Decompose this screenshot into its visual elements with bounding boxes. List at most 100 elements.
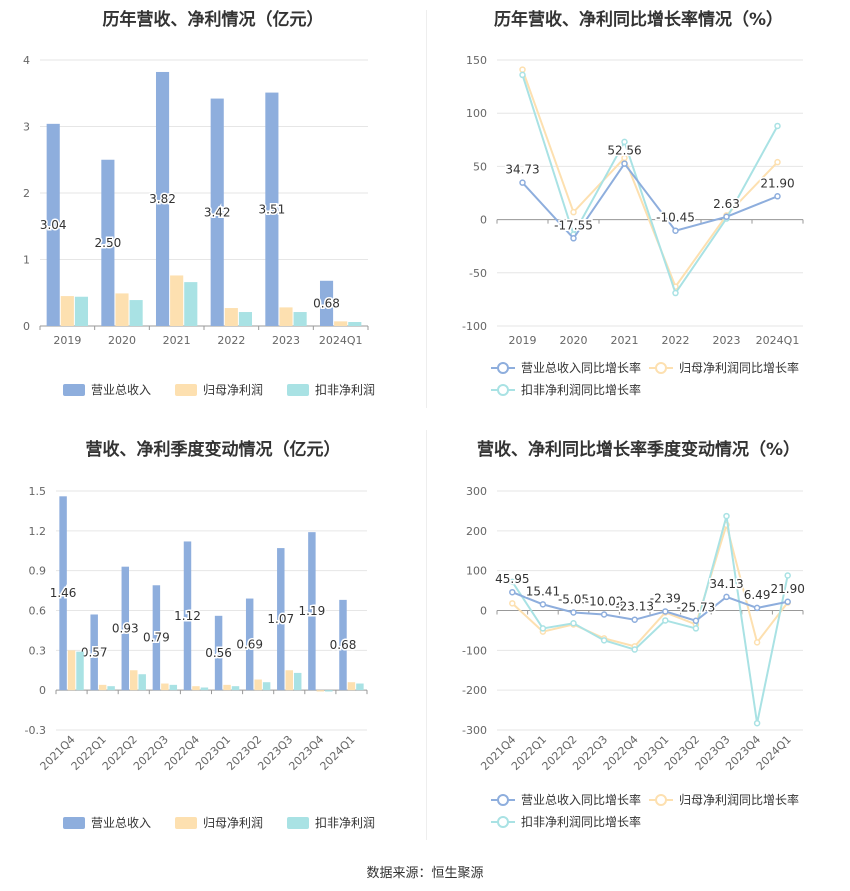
data-label: 0.57 (81, 645, 108, 659)
legend-swatch (63, 384, 85, 396)
y-tick-label: -300 (462, 724, 487, 737)
bar-归母净利润 (279, 307, 293, 326)
data-point (509, 588, 516, 596)
legend-swatch (175, 817, 197, 829)
y-tick-label: 0.3 (29, 644, 47, 657)
data-point (774, 193, 781, 200)
y-tick-label: 0.6 (29, 605, 47, 618)
bar-扣非净利润 (200, 687, 209, 691)
bar-营业总收入 (277, 548, 285, 691)
data-point (600, 637, 608, 644)
data-label: -25.73 (677, 601, 716, 615)
y-tick-label: -200 (462, 684, 487, 697)
data-label: 3.42 (204, 205, 231, 219)
y-tick-label: 1 (23, 254, 30, 267)
data-point (784, 572, 791, 579)
y-tick-label: 150 (466, 54, 487, 67)
y-tick-label: 4 (23, 54, 30, 67)
data-label: 34.13 (709, 577, 743, 591)
bar-营业总收入 (152, 585, 161, 691)
data-label: -10.45 (656, 211, 695, 225)
data-label: 1.46 (50, 586, 77, 600)
data-point (570, 619, 577, 627)
data-point (774, 158, 781, 166)
x-tick-label: 2019 (509, 334, 537, 347)
y-tick-label: 50 (473, 160, 487, 173)
data-point (784, 598, 791, 606)
data-point (692, 617, 700, 624)
bar-营业总收入 (155, 71, 170, 326)
data-label: 34.73 (505, 163, 539, 177)
legend-label: 归母净利润同比增长率 (679, 360, 799, 375)
data-point (621, 138, 628, 146)
x-tick-label: 2019 (53, 334, 81, 347)
data-label: 0.69 (236, 637, 263, 651)
bar-扣非净利润 (325, 690, 333, 692)
bar-归母净利润 (334, 321, 348, 326)
data-label: -23.13 (615, 600, 654, 614)
data-label: -2.39 (650, 591, 681, 605)
bar-归母净利润 (161, 683, 169, 691)
bar-扣非净利润 (76, 651, 84, 691)
chart-panel-quarterly-growth: 营收、净利同比增长率季度变动情况（%） -300 -200 -100 0 100 200 3… (427, 425, 850, 845)
chart-title: 历年营收、净利情况（亿元） (102, 10, 324, 30)
data-point (519, 66, 526, 73)
y-tick-label: -50 (469, 267, 487, 280)
y-tick-label: 0 (39, 684, 46, 697)
bar-扣非净利润 (231, 686, 240, 691)
bar-营业总收入 (308, 532, 316, 691)
series-line-营业总收入同比增长率 (521, 161, 778, 240)
divider (426, 10, 427, 408)
bar-归母净利润 (130, 670, 138, 691)
y-tick-label: 1.5 (29, 485, 47, 498)
bar-营业总收入 (339, 599, 347, 691)
data-point (672, 289, 679, 297)
y-tick-label: 100 (466, 565, 487, 578)
x-tick-label: 2021 (163, 334, 191, 347)
chart-title: 营收、净利季度变动情况（亿元） (85, 440, 341, 460)
legend-label: 扣非净利润 (315, 383, 375, 397)
x-tick-label: 2022 (217, 334, 245, 347)
bar-归母净利润 (192, 686, 200, 691)
bar-营业总收入 (183, 541, 192, 691)
legend-label: 营业总收入同比增长率 (521, 792, 641, 807)
y-tick-label: 0 (480, 605, 487, 618)
data-label: 21.90 (760, 176, 794, 190)
bar-归母净利润 (67, 650, 76, 691)
series-line-扣非净利润同比增长率 (511, 515, 789, 724)
legend-label: 归母净利润 (203, 383, 263, 397)
bar-营业总收入 (210, 98, 224, 326)
bar-扣非净利润 (238, 312, 253, 326)
data-point (753, 604, 761, 612)
data-point (621, 160, 628, 167)
y-tick-label: 2 (23, 187, 30, 200)
y-tick-label: 0.9 (29, 565, 47, 578)
series-line-归母净利润同比增长率 (521, 69, 779, 289)
bar-扣非净利润 (293, 312, 307, 326)
legend-label: 营业总收入 (91, 816, 151, 830)
legend-swatch (175, 384, 197, 396)
data-point (723, 512, 730, 520)
data-point (600, 611, 608, 618)
data-point (662, 608, 669, 615)
chart-title: 历年营收、净利同比增长率情况（%） (493, 10, 784, 30)
bar-营业总收入 (245, 598, 254, 691)
bar-营业总收入 (265, 92, 279, 327)
data-label: 1.07 (267, 612, 294, 626)
bar-营业总收入 (121, 566, 130, 691)
data-point (519, 71, 526, 79)
bar-营业总收入 (214, 615, 223, 691)
bar-营业总收入 (90, 614, 98, 691)
bar-营业总收入 (59, 496, 67, 691)
bar-扣非净利润 (74, 296, 89, 326)
y-tick-label: 300 (466, 485, 487, 498)
data-label: -17.55 (554, 218, 593, 232)
bar-归母净利润 (115, 293, 129, 326)
x-tick-label: 2024Q1 (756, 334, 800, 347)
y-tick-label: 0 (480, 214, 487, 227)
bar-归母净利润 (170, 275, 184, 326)
data-label: 52.56 (607, 144, 641, 158)
y-tick-label: 1.2 (29, 525, 47, 538)
data-label: -5.05 (558, 593, 589, 607)
bar-归母净利润 (285, 670, 293, 691)
